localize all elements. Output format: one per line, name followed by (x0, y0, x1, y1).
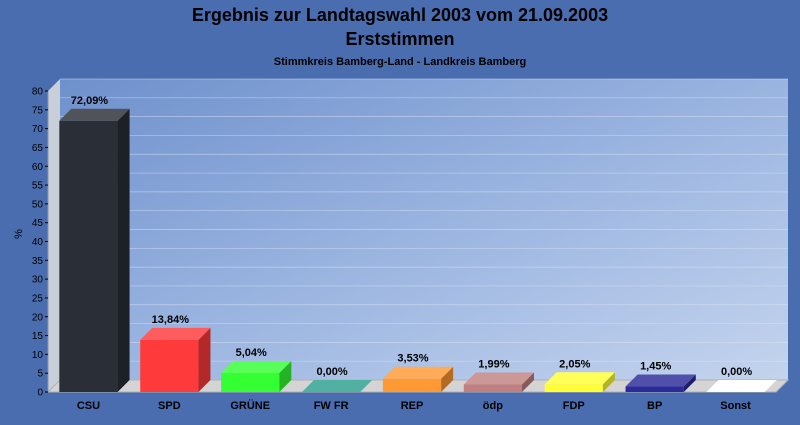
y-axis-label: % (13, 229, 25, 239)
bar-side (602, 372, 615, 392)
bar-top (706, 380, 777, 392)
bar-side (198, 327, 211, 392)
bar-top (625, 374, 696, 387)
x-tick-label: Sonst (720, 400, 751, 412)
chart-subtitle: Erststimmen (345, 29, 454, 49)
y-tick-label: 10 (32, 350, 44, 361)
bar: 1,45% (625, 361, 696, 392)
x-tick-label: SPD (158, 400, 181, 412)
y-tick-label: 15 (32, 331, 44, 342)
y-tick-label: 55 (32, 181, 44, 192)
y-tick-label: 30 (32, 275, 44, 286)
x-tick-label: BP (647, 400, 662, 412)
bar-side (683, 374, 696, 392)
bar-top (221, 361, 292, 374)
bar-value-label: 3,53% (397, 353, 428, 365)
chart-title: Ergebnis zur Landtagswahl 2003 vom 21.09… (192, 5, 608, 25)
bar-value-label: 2,05% (559, 358, 590, 370)
y-tick-label: 5 (37, 369, 43, 380)
y-tick-label: 60 (32, 162, 44, 173)
y-tick-label: 35 (32, 256, 44, 267)
x-axis: CSU SPD GRÜNE FW FR REP ödp FDP BP Sonst (77, 399, 751, 412)
bar: 13,84% (140, 314, 211, 392)
bar-front (140, 339, 199, 392)
bar-side (279, 361, 292, 392)
bar-value-label: 5,04% (236, 347, 267, 359)
y-tick-label: 75 (32, 105, 44, 116)
bar-value-label: 72,09% (71, 95, 109, 107)
bar-top (544, 372, 615, 385)
bar: 72,09% (59, 95, 130, 392)
y-tick-label: 25 (32, 293, 44, 304)
y-tick-label: 20 (32, 312, 44, 323)
bar-front (463, 384, 523, 392)
bar-top (463, 372, 535, 385)
bar: 1,99% (463, 359, 535, 392)
bar-front (625, 386, 684, 392)
bars: 72,09% 13,84% 5,04% 0,00% 3,53% 1,99% 2,05% 1,4… (59, 95, 777, 392)
bar-top (59, 108, 130, 121)
bar: 2,05% (544, 358, 615, 392)
bar-top (301, 380, 373, 392)
bar-top (382, 366, 454, 379)
y-tick-label: 45 (32, 218, 44, 229)
x-tick-label: ödp (483, 400, 503, 412)
plot-side-wall (48, 79, 60, 392)
bar-value-label: 0,00% (317, 366, 348, 378)
y-tick-label: 65 (32, 143, 44, 154)
x-tick-label: FW FR (314, 400, 349, 412)
bar: 5,04% (221, 347, 292, 392)
bar-top (140, 327, 211, 340)
x-tick-label: REP (401, 400, 424, 412)
bar-value-label: 1,45% (640, 361, 671, 373)
y-tick-label: 70 (32, 124, 44, 135)
x-tick-label: GRÜNE (230, 399, 270, 412)
y-tick-label: 50 (32, 199, 44, 210)
bar-side (441, 366, 454, 392)
bar-value-label: 13,84% (152, 314, 190, 326)
y-tick-label: 0 (37, 388, 43, 399)
x-tick-label: FDP (563, 400, 585, 412)
bar-value-label: 0,00% (721, 366, 752, 378)
bar-front (59, 120, 118, 392)
y-axis: 0 5 10 15 20 25 30 35 40 45 50 55 60 65 70 75 80 (32, 87, 49, 399)
y-tick-label: 40 (32, 237, 44, 248)
bar-value-label: 1,99% (478, 359, 509, 371)
y-tick-label: 80 (32, 87, 44, 98)
bar: 0,00% (706, 366, 777, 392)
chart-subtitle-region: Stimmkreis Bamberg-Land - Landkreis Bamb… (274, 56, 526, 68)
x-tick-label: CSU (77, 400, 100, 412)
bar-side (117, 108, 130, 392)
bar-side (522, 372, 535, 392)
bar-front (382, 378, 442, 392)
bar: 3,53% (382, 353, 454, 392)
bar: 0,00% (301, 366, 373, 392)
bar-front (544, 384, 603, 392)
bar-front (221, 373, 280, 392)
